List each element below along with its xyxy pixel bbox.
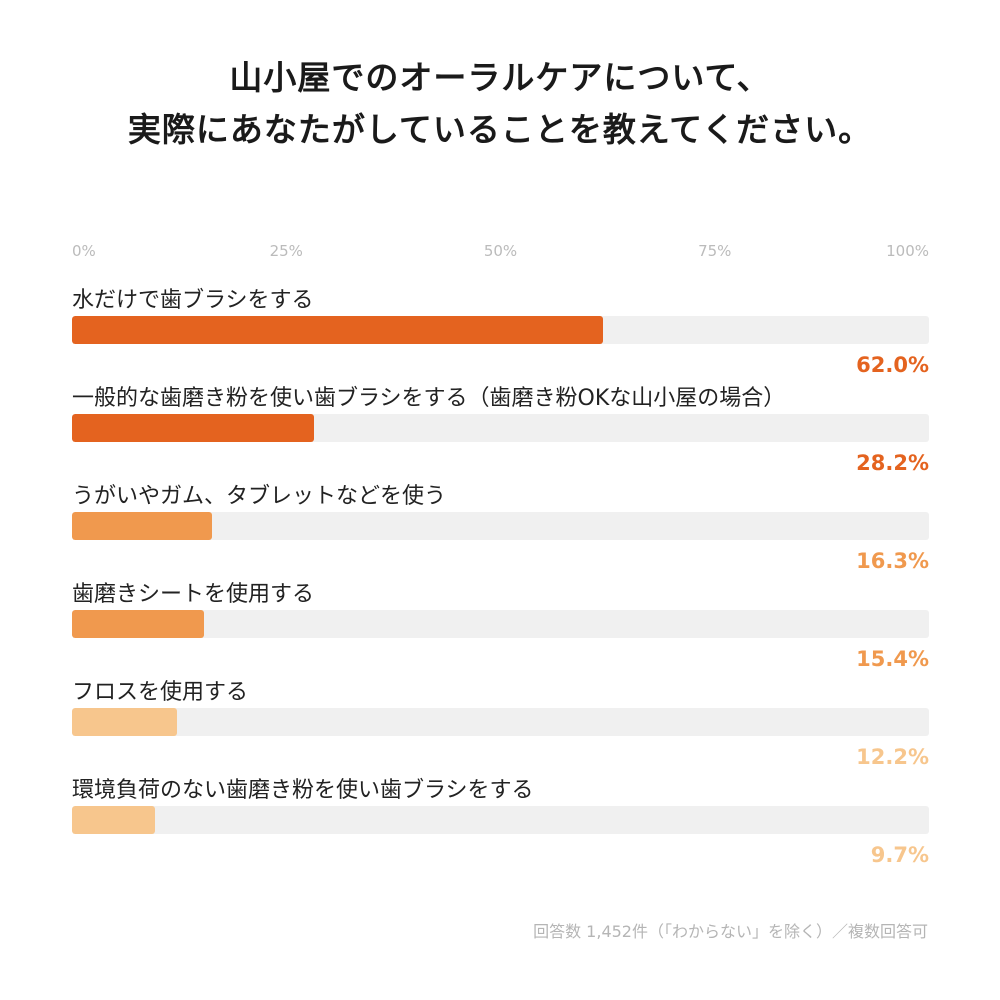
bar-row: うがいやガム、タブレットなどを使う 16.3% <box>72 482 929 580</box>
bar-row: 環境負荷のない歯磨き粉を使い歯ブラシをする 9.7% <box>72 776 929 874</box>
bar-row: 歯磨きシートを使用する 15.4% <box>72 580 929 678</box>
bar-category-label: 一般的な歯磨き粉を使い歯ブラシをする（歯磨き粉OKな山小屋の場合） <box>72 386 786 411</box>
chart-title-line-1: 山小屋でのオーラルケアについて、 <box>229 58 771 97</box>
bar <box>72 610 204 638</box>
bar-track <box>72 806 929 834</box>
x-tick-label: 50% <box>483 242 518 260</box>
bar-category-label: フロスを使用する <box>72 680 249 705</box>
bar-value-label: 15.4% <box>856 647 929 671</box>
x-axis-ticks: 0% 25% 50% 75% 100% <box>72 242 929 266</box>
bar <box>72 806 156 834</box>
bar-category-label: うがいやガム、タブレットなどを使う <box>72 484 447 509</box>
chart-title-line-2: 実際にあなたがしていることを教えてください。 <box>127 110 873 149</box>
x-tick-label: 100% <box>886 242 929 260</box>
bar <box>72 708 177 736</box>
bar-row: 水だけで歯ブラシをする 62.0% <box>72 286 929 384</box>
bar-track <box>72 610 929 638</box>
bar <box>72 414 314 442</box>
bar-value-label: 62.0% <box>856 353 929 377</box>
bar-row: 一般的な歯磨き粉を使い歯ブラシをする（歯磨き粉OKな山小屋の場合） 28.2% <box>72 384 929 482</box>
chart-title: 山小屋でのオーラルケアについて、 実際にあなたがしていることを教えてください。 <box>0 52 1000 156</box>
bar-category-label: 水だけで歯ブラシをする <box>72 288 314 313</box>
bar-track <box>72 316 929 344</box>
bar <box>72 316 604 344</box>
bar-track <box>72 708 929 736</box>
bar-value-label: 9.7% <box>870 843 929 867</box>
bar-value-label: 12.2% <box>856 745 929 769</box>
bar <box>72 512 212 540</box>
bar-row: フロスを使用する 12.2% <box>72 678 929 776</box>
footnote: 回答数 1,452件（「わからない」を除く）／複数回答可 <box>533 922 928 941</box>
bar-category-label: 環境負荷のない歯磨き粉を使い歯ブラシをする <box>72 778 534 803</box>
bar-track <box>72 512 929 540</box>
x-tick-label: 0% <box>72 242 96 260</box>
bar-value-label: 16.3% <box>856 549 929 573</box>
bar-track <box>72 414 929 442</box>
bar-category-label: 歯磨きシートを使用する <box>72 582 315 607</box>
bar-value-label: 28.2% <box>856 451 929 475</box>
x-tick-label: 75% <box>698 242 732 260</box>
x-tick-label: 25% <box>269 242 303 260</box>
